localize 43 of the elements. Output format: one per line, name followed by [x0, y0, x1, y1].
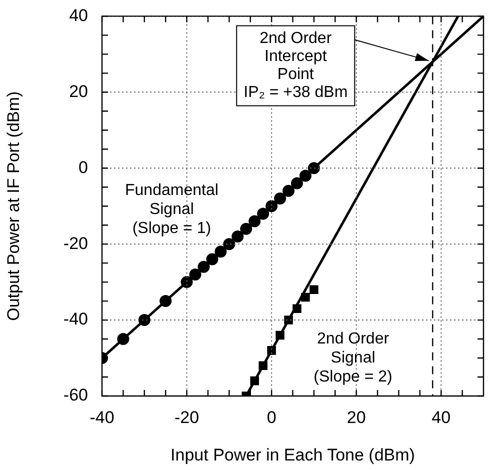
point [284, 316, 293, 324]
point [206, 253, 218, 266]
annotation: 2nd Order Intercept Point IP₂ = +38 dBm [244, 30, 348, 102]
point [299, 170, 312, 182]
point [232, 230, 244, 242]
point [308, 162, 320, 174]
point [160, 295, 172, 308]
y-axis-title: Output Power at IF Port (dBm) [4, 91, 23, 321]
point [257, 208, 270, 220]
x-tick-label: -40 [90, 408, 114, 427]
point [250, 376, 259, 386]
x-tick-label: -20 [174, 408, 200, 427]
point [117, 333, 130, 346]
point [274, 192, 286, 205]
point [214, 246, 227, 258]
x-axis-title: Input Power in Each Tone (dBm) [170, 445, 415, 464]
x-tick-label: 20 [346, 408, 366, 427]
point [282, 184, 295, 197]
series-label: 2nd Order Signal (Slope = 2) [314, 330, 392, 386]
x-tick-label: 0 [266, 408, 276, 427]
series-label: Fundamental Signal (Slope = 1) [124, 182, 218, 238]
y-tick-label: 40 [69, 6, 88, 25]
point [267, 346, 276, 355]
point [198, 260, 210, 273]
point [301, 292, 310, 302]
point [180, 276, 193, 288]
y-tick-label: 0 [78, 158, 88, 177]
point [240, 222, 252, 235]
point [290, 177, 303, 190]
point [292, 304, 302, 314]
point [258, 361, 268, 370]
y-tick-label: -40 [63, 310, 88, 329]
point [266, 200, 278, 212]
point [138, 314, 150, 326]
point [276, 330, 284, 340]
point [189, 268, 202, 280]
point [310, 285, 318, 294]
point [223, 238, 236, 250]
y-tick-label: -20 [63, 234, 88, 253]
point [248, 215, 261, 228]
y-tick-label: -60 [63, 386, 88, 405]
y-tick-label: 20 [69, 82, 88, 101]
x-tick-label: 40 [432, 408, 451, 427]
